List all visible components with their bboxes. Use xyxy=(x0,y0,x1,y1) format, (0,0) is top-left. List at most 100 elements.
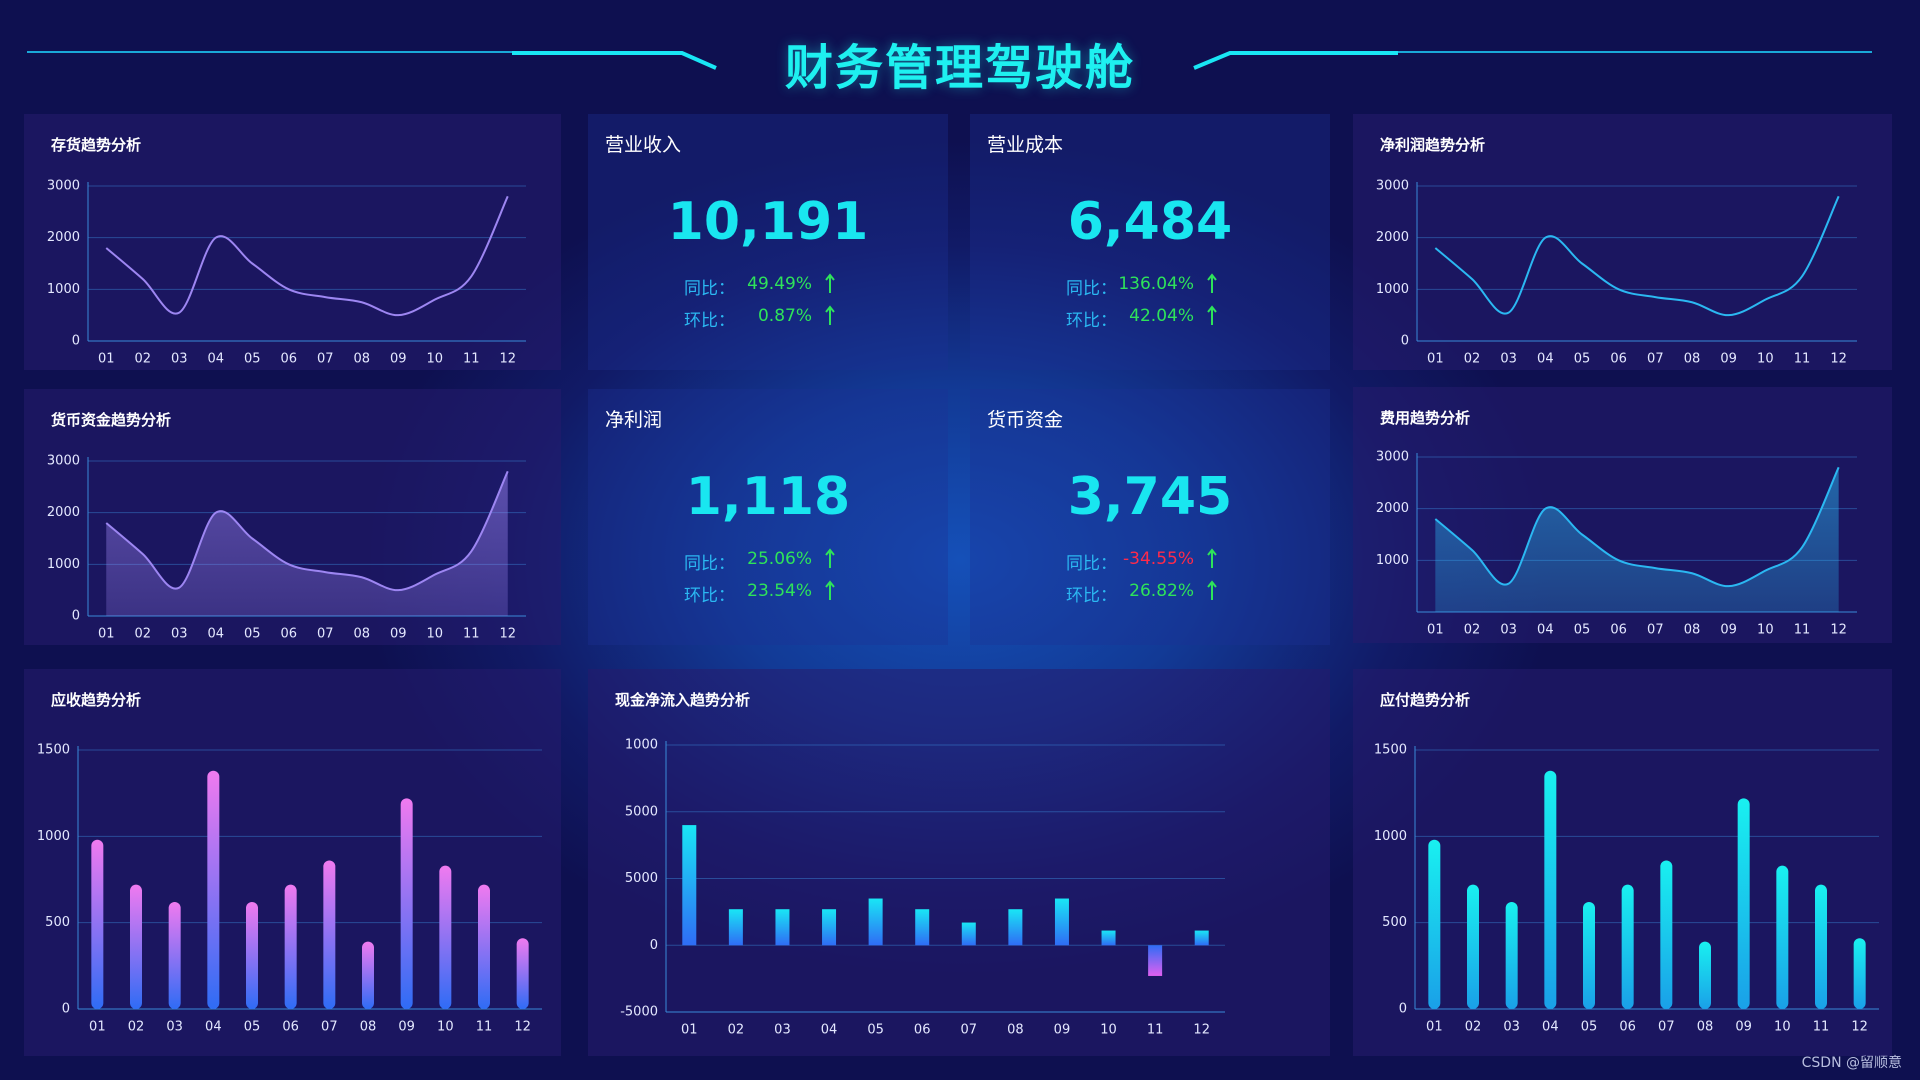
x-tick-label: 01 xyxy=(1427,623,1444,638)
bar xyxy=(682,825,697,946)
x-tick-label: 12 xyxy=(499,352,516,367)
y-tick-label: 2000 xyxy=(1376,230,1409,245)
chart-title: 货币资金趋势分析 xyxy=(51,411,172,429)
y-tick-label: 1000 xyxy=(47,557,80,572)
kpi-card: 货币资金 3,745 同比： -34.55% 环比： 26.82% xyxy=(970,389,1330,645)
kpi-value: 10,191 xyxy=(667,192,869,252)
x-tick-label: 08 xyxy=(353,352,370,367)
bar xyxy=(868,898,883,946)
bar xyxy=(1621,884,1634,1009)
y-tick-label: 3000 xyxy=(47,454,80,469)
y-tick-label: 0 xyxy=(62,1002,70,1017)
x-tick-label: 02 xyxy=(1465,1020,1482,1035)
y-tick-label: 2000 xyxy=(47,505,80,520)
bar xyxy=(961,922,976,946)
x-tick-label: 02 xyxy=(728,1023,745,1038)
y-tick-label: 0 xyxy=(72,334,80,349)
chart-title: 现金净流入趋势分析 xyxy=(615,691,751,709)
bar xyxy=(1544,770,1557,1009)
x-tick-label: 07 xyxy=(321,1020,338,1035)
up-arrow xyxy=(1207,305,1217,325)
chart-title: 应付趋势分析 xyxy=(1380,691,1471,709)
x-tick-label: 06 xyxy=(1619,1020,1636,1035)
chart-title: 应收趋势分析 xyxy=(51,691,142,709)
kpi-label: 环比： xyxy=(1066,586,1117,606)
x-tick-label: 11 xyxy=(476,1020,493,1035)
x-tick-label: 06 xyxy=(1610,623,1627,638)
x-tick-label: 11 xyxy=(463,352,480,367)
kpi-change: 42.04% xyxy=(1129,306,1194,326)
x-tick-label: 06 xyxy=(1610,352,1627,367)
up-arrow xyxy=(825,273,835,293)
y-tick-label: -5000 xyxy=(620,1005,658,1020)
y-tick-label: 1000 xyxy=(1376,282,1409,297)
x-tick-label: 10 xyxy=(1757,352,1774,367)
chart-panel: 应收趋势分析 0 500 1000 1500 01 02 03 04 05 06 07 08 09 10 11… xyxy=(24,669,561,1056)
x-tick-label: 12 xyxy=(499,627,516,642)
x-tick-label: 08 xyxy=(1697,1020,1714,1035)
x-tick-label: 03 xyxy=(1503,1020,1520,1035)
arrow-shape xyxy=(1207,305,1217,325)
x-tick-label: 10 xyxy=(426,352,443,367)
x-tick-label: 11 xyxy=(1794,623,1811,638)
x-tick-label: 10 xyxy=(1757,623,1774,638)
x-tick-label: 07 xyxy=(1658,1020,1675,1035)
x-tick-label: 05 xyxy=(1581,1020,1598,1035)
x-tick-label: 12 xyxy=(1830,623,1847,638)
bar xyxy=(168,901,181,1009)
bar xyxy=(1583,901,1595,1009)
bar xyxy=(91,839,104,1009)
x-tick-label: 05 xyxy=(244,1020,261,1035)
x-tick-label: 07 xyxy=(1647,352,1664,367)
x-tick-label: 01 xyxy=(89,1020,106,1035)
kpi-change: 0.87% xyxy=(757,306,812,326)
x-tick-label: 03 xyxy=(166,1020,183,1035)
up-arrow xyxy=(1207,273,1217,293)
chart-panel: 应付趋势分析 0 500 1000 1500 01 02 03 04 05 06 07 08 09 10 11… xyxy=(1353,669,1892,1056)
y-tick-label: 0 xyxy=(1399,1002,1407,1017)
chart-panel: 现金净流入趋势分析 -5000 0 5000 5000 1000 01 02 03 04 05 06 0… xyxy=(588,669,1330,1056)
x-tick-label: 08 xyxy=(360,1020,377,1035)
kpi-title: 净利润 xyxy=(605,409,663,431)
x-tick-label: 03 xyxy=(171,352,188,367)
y-tick-label: 2000 xyxy=(1376,501,1409,516)
kpi-change: 26.82% xyxy=(1129,581,1194,601)
chart-title: 存货趋势分析 xyxy=(51,136,142,154)
x-tick-label: 03 xyxy=(774,1023,791,1038)
x-tick-label: 09 xyxy=(398,1020,415,1035)
x-tick-label: 06 xyxy=(280,352,297,367)
arrow-shape xyxy=(825,580,835,600)
x-tick-label: 02 xyxy=(128,1020,145,1035)
line xyxy=(1434,195,1840,317)
kpi-label: 同比： xyxy=(1066,279,1117,299)
y-tick-label: 5000 xyxy=(625,871,658,886)
x-tick-label: 10 xyxy=(437,1020,454,1035)
chart: -5000 0 5000 5000 1000 01 02 03 04 05 06 07 08 09 10 11… xyxy=(620,738,1225,1038)
x-tick-label: 04 xyxy=(1537,352,1554,367)
x-tick-label: 12 xyxy=(1851,1020,1868,1035)
y-tick-label: 3000 xyxy=(47,179,80,194)
x-tick-label: 05 xyxy=(244,352,261,367)
bar xyxy=(1660,860,1673,1009)
x-tick-label: 07 xyxy=(317,627,334,642)
kpi-label: 环比： xyxy=(684,586,735,606)
x-tick-label: 07 xyxy=(1647,623,1664,638)
x-tick-label: 06 xyxy=(914,1023,931,1038)
x-tick-label: 11 xyxy=(463,627,480,642)
kpi-change: 136.04% xyxy=(1118,274,1194,294)
x-tick-label: 12 xyxy=(514,1020,531,1035)
x-tick-label: 09 xyxy=(390,627,407,642)
kpi-label: 环比： xyxy=(684,311,735,331)
bar xyxy=(1054,898,1069,946)
x-tick-label: 08 xyxy=(1684,352,1701,367)
x-tick-label: 05 xyxy=(1574,352,1591,367)
bar xyxy=(728,909,743,946)
kpi-title: 营业收入 xyxy=(605,134,682,156)
bar xyxy=(1467,884,1479,1009)
kpi-title: 货币资金 xyxy=(987,409,1064,431)
x-tick-label: 09 xyxy=(1054,1023,1071,1038)
up-arrow xyxy=(825,305,835,325)
bar xyxy=(246,901,258,1009)
x-tick-label: 02 xyxy=(134,627,151,642)
area xyxy=(1435,467,1839,612)
